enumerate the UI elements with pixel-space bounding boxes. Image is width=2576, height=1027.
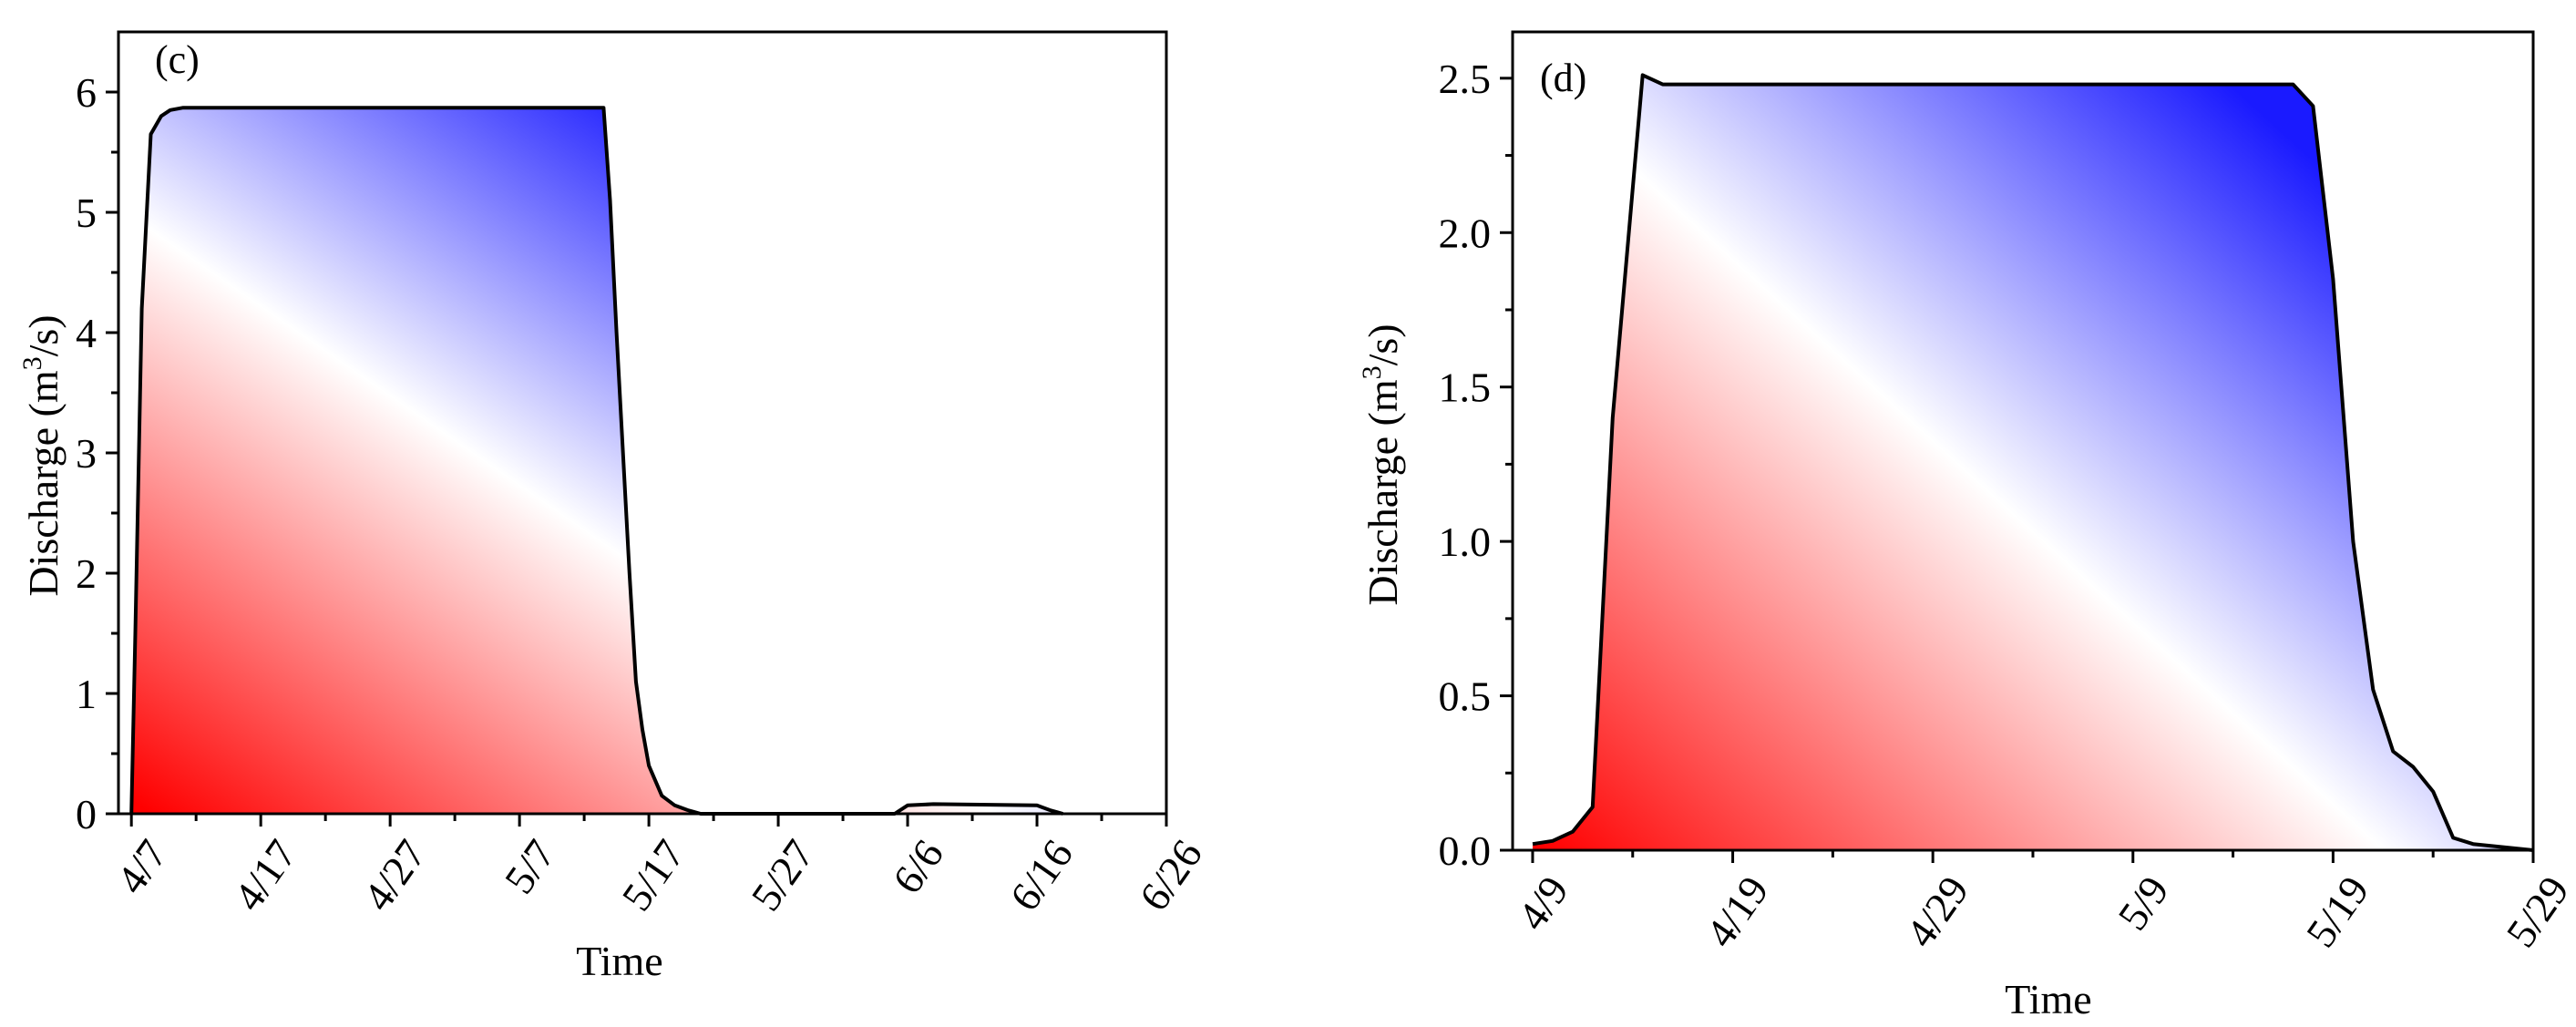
- y-axis-title-d: Discharge (m3/s): [1357, 324, 1406, 605]
- x-tick-label: 6/16: [1001, 831, 1082, 919]
- x-tick-label: 5/17: [612, 831, 693, 919]
- x-tick-label: 4/17: [225, 831, 306, 919]
- y-axis-d: 0.0 0.5 1.0 1.5 2.0 2.5: [1439, 56, 1513, 874]
- y-tick-label: 1: [76, 671, 97, 717]
- x-tick-label: 5/29: [2497, 868, 2576, 955]
- x-tick-label: 6/6: [884, 831, 952, 901]
- y-axis-c: 0 1 2 3 4 5 6: [76, 69, 118, 837]
- x-tick-label: 5/7: [496, 831, 564, 901]
- x-tick-label: 4/9: [1509, 868, 1577, 938]
- y-tick-label: 0.0: [1439, 827, 1492, 874]
- chart-panel-d: 0.0 0.5 1.0 1.5 2.0 2.5 4/9 4/19 4/29 5/9 5/19 5/2…: [1357, 30, 2576, 1022]
- plot-frame-c: [117, 30, 1168, 816]
- plot-frame-d: [1511, 30, 2535, 852]
- x-tick-label: 4/19: [1697, 868, 1778, 955]
- y-tick-label: 5: [76, 190, 97, 236]
- y-tick-label: 6: [76, 69, 97, 116]
- x-axis-c: 4/7 4/17 4/27 5/7 5/17 5/27 6/6 6/16 6/26: [108, 814, 1211, 919]
- x-tick-label: 5/27: [742, 831, 823, 919]
- discharge-area-c: [131, 108, 1063, 814]
- panel-label-c: (c): [155, 37, 200, 82]
- y-tick-label: 3: [76, 430, 97, 477]
- x-axis-title-c: Time: [576, 938, 662, 984]
- x-axis-title-d: Time: [2005, 976, 2091, 1022]
- x-axis-d: 4/9 4/19 4/29 5/9 5/19 5/29: [1509, 850, 2576, 956]
- y-tick-label: 1.0: [1439, 519, 1492, 565]
- x-tick-label: 6/26: [1130, 831, 1211, 919]
- y-tick-label: 0: [76, 791, 97, 837]
- y-tick-label: 1.5: [1439, 365, 1492, 411]
- x-tick-label: 4/29: [1897, 868, 1978, 955]
- x-tick-label: 5/9: [2109, 868, 2177, 938]
- chart-panel-c: 0 1 2 3 4 5 6 4/7 4/17 4/27 5/7 5/17 5/27 6/6 6/16 6/2…: [17, 30, 1211, 984]
- x-tick-label: 5/19: [2297, 868, 2378, 955]
- y-tick-label: 4: [76, 310, 97, 356]
- y-tick-label: 0.5: [1439, 673, 1492, 720]
- discharge-line-c: [129, 106, 1063, 816]
- x-tick-label: 4/7: [108, 831, 176, 901]
- panel-label-d: (d): [1540, 56, 1586, 100]
- x-tick-label: 4/27: [354, 831, 436, 919]
- y-axis-title-c: Discharge (m3/s): [17, 314, 67, 596]
- y-tick-label: 2: [76, 550, 97, 597]
- y-tick-label: 2.0: [1439, 210, 1492, 256]
- discharge-area-d: [1533, 75, 2533, 850]
- discharge-line-d: [1532, 73, 2534, 852]
- y-tick-label: 2.5: [1439, 56, 1492, 102]
